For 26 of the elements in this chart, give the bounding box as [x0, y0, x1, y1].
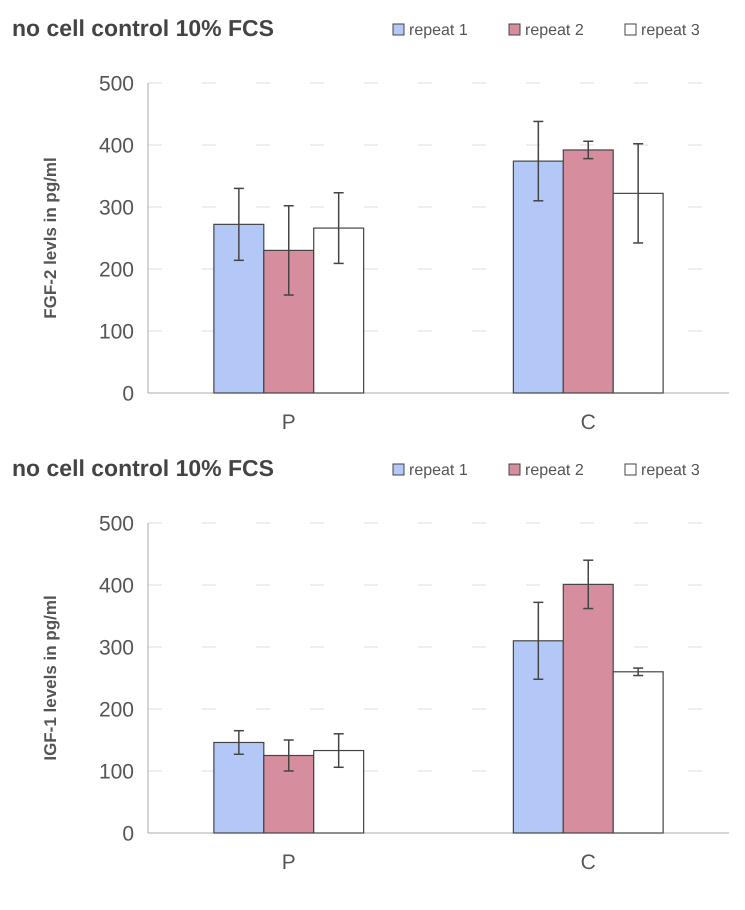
y-tick-label: 400 [98, 134, 134, 158]
x-tick-label: P [282, 411, 296, 434]
y-axis-title: FGF-2 levls in pg/ml [41, 157, 60, 319]
y-tick-label: 300 [98, 196, 134, 220]
x-tick-label: P [282, 851, 296, 874]
y-tick-label: 0 [122, 382, 134, 406]
y-tick-label: 200 [98, 698, 134, 722]
legend-label: repeat 3 [641, 22, 700, 39]
chart-title: no cell control 10% FCS [12, 15, 274, 41]
y-tick-label: 200 [98, 258, 134, 282]
y-tick-label: 100 [98, 760, 134, 784]
legend-label: repeat 1 [409, 22, 468, 39]
y-tick-label: 100 [98, 320, 134, 344]
y-tick-label: 300 [98, 636, 134, 660]
x-tick-label: C [580, 851, 596, 874]
legend-label: repeat 3 [641, 462, 700, 479]
legend-label: repeat 2 [525, 22, 584, 39]
legend-label: repeat 2 [525, 462, 584, 479]
y-tick-label: 0 [122, 822, 134, 846]
legend-label: repeat 1 [409, 462, 468, 479]
y-tick-label: 400 [98, 574, 134, 598]
y-tick-label: 500 [98, 72, 134, 96]
x-tick-label: C [580, 411, 596, 434]
y-tick-label: 500 [98, 512, 134, 536]
y-axis-title: IGF-1 levels in pg/ml [41, 595, 60, 761]
chart-title: no cell control 10% FCS [12, 455, 274, 481]
